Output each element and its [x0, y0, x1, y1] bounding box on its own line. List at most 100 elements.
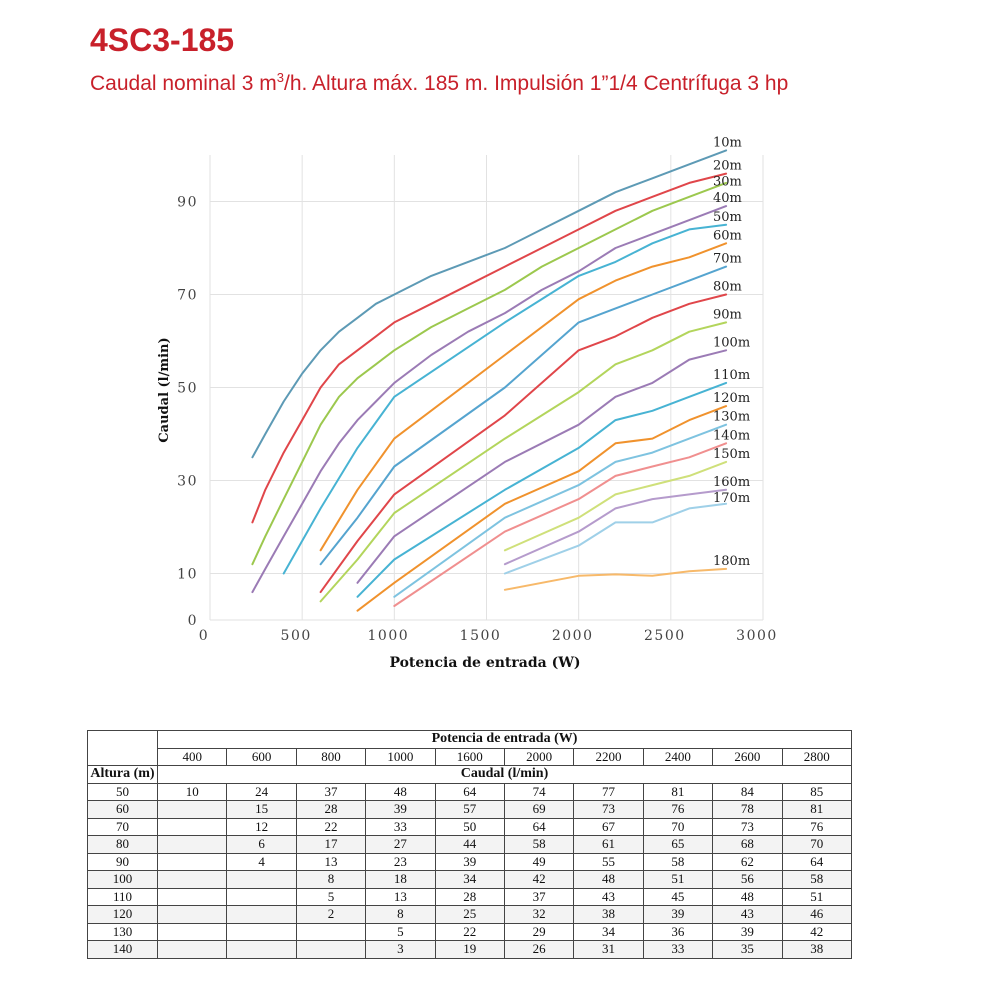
table-cell: 68 [712, 835, 783, 854]
table-cell: 24 [226, 782, 297, 801]
series-label-160m: 160m [713, 475, 750, 490]
table-row: 110 5 13 28 37 43 45 48 51 [87, 887, 853, 906]
table-cell: 42 [503, 870, 575, 889]
series-label-20m: 20m [713, 159, 742, 174]
x-axis-label: Potencia de entrada (W) [389, 655, 580, 671]
series-line-60m [319, 242, 728, 552]
table-cell [156, 940, 228, 959]
table-sub-header-row: Altura (m) Caudal (l/min) [87, 765, 852, 784]
table-cell [156, 852, 228, 871]
performance-table: Potencia de entrada (W) 400 600 800 1000 160… [87, 730, 853, 959]
subtitle-text-start: Caudal nominal 3 m [90, 72, 277, 95]
table-row-altura: 110 [87, 887, 158, 906]
table-cell: 39 [365, 800, 436, 819]
table-cell: 51 [781, 887, 853, 906]
series-label-150m: 150m [713, 447, 750, 462]
table-cell: 76 [781, 817, 853, 836]
table-cell: 58 [503, 835, 575, 854]
table-row-altura: 60 [87, 800, 158, 819]
table-cell: 32 [503, 905, 575, 924]
table-cell: 12 [226, 817, 297, 836]
chart-ticks: 0 500 1000 1500 2000 2500 3000 0 10 30 50 70 90 [177, 195, 778, 645]
x-tick-label: 1000 [368, 628, 410, 644]
table-column-header: 2400 [642, 747, 714, 766]
y-tick-label: 30 [177, 474, 198, 490]
table-cell: 46 [781, 905, 853, 924]
table-cell: 35 [712, 940, 783, 959]
table-column-header: 2000 [503, 747, 575, 766]
table-cell: 48 [712, 887, 783, 906]
table-cell: 50 [434, 817, 505, 836]
table-row: 80 6 17 27 44 58 61 65 68 70 [87, 835, 853, 854]
page-title: 4SC3-185 [90, 22, 235, 58]
table-column-header: 1000 [365, 747, 436, 766]
x-tick-label: 0 [199, 628, 209, 644]
table-cell: 8 [365, 905, 436, 924]
series-line-70m [319, 265, 728, 566]
table-row: 90 4 13 23 39 49 55 58 62 64 [87, 852, 853, 871]
table-cell: 5 [295, 887, 367, 906]
table-cell: 39 [434, 852, 505, 871]
series-label-70m: 70m [713, 252, 742, 267]
table-row: 50 10 24 37 48 64 74 77 81 84 85 [87, 782, 853, 801]
table-cell: 57 [434, 800, 505, 819]
table-cell [226, 905, 297, 924]
table-column-header: 2800 [781, 747, 853, 766]
series-label-110m: 110m [713, 368, 750, 383]
series-line-160m [503, 488, 728, 566]
table-cell: 18 [365, 870, 436, 889]
series-line-140m [393, 442, 728, 607]
table-cell: 17 [295, 835, 367, 854]
table-cell [156, 922, 228, 941]
table-cell: 48 [573, 870, 644, 889]
table-cell: 37 [503, 887, 575, 906]
series-label-60m: 60m [713, 228, 742, 243]
table-cell: 44 [434, 835, 505, 854]
table-corner-cell [87, 730, 158, 766]
table-row-altura: 80 [87, 835, 158, 854]
table-cell: 38 [573, 905, 644, 924]
y-tick-label: 50 [177, 381, 198, 397]
table-cell: 26 [503, 940, 575, 959]
table-cell: 67 [573, 817, 644, 836]
table-cell: 81 [781, 800, 853, 819]
table-cell: 13 [295, 852, 367, 871]
chart-series [251, 149, 728, 612]
series-label-30m: 30m [713, 175, 742, 190]
table-cell: 51 [642, 870, 714, 889]
table-cell: 48 [365, 782, 436, 801]
table-column-header-row: 400 600 800 1000 1600 2000 2200 2400 2600 2800 [88, 747, 853, 766]
table-cell [226, 887, 297, 906]
table-cell: 62 [712, 852, 783, 871]
table-group-header-row: Potencia de entrada (W) [87, 730, 852, 766]
table-cell: 33 [642, 940, 714, 959]
table-cell: 4 [226, 852, 297, 871]
table-sub-header: Caudal (l/min) [157, 765, 852, 784]
table-body: 50 10 24 37 48 64 74 77 81 84 85 60 15 28 39 57 69 73 76 78… [87, 782, 853, 959]
table-cell: 28 [434, 887, 505, 906]
series-label-170m: 170m [713, 491, 750, 506]
series-line-80m [319, 293, 728, 594]
series-line-90m [319, 321, 728, 603]
table-cell: 15 [226, 800, 297, 819]
table-cell: 64 [781, 852, 853, 871]
table-cell [156, 835, 228, 854]
table-cell: 27 [365, 835, 436, 854]
table-cell: 3 [365, 940, 436, 959]
table-cell [156, 817, 228, 836]
table-row: 70 12 22 33 50 64 67 70 73 76 [87, 817, 853, 836]
table-row: 140 3 19 26 31 33 35 38 [87, 940, 853, 959]
table-cell: 6 [226, 835, 297, 854]
table-cell: 58 [642, 852, 714, 871]
table-row-altura: 90 [87, 852, 158, 871]
table-group-header: Potencia de entrada (W) [157, 730, 852, 749]
x-tick-label: 3000 [736, 628, 778, 644]
series-label-100m: 100m [713, 335, 750, 350]
series-line-110m [356, 381, 728, 598]
table-cell: 37 [295, 782, 367, 801]
x-tick-label: 2500 [644, 628, 686, 644]
series-label-50m: 50m [713, 210, 742, 225]
series-label-10m: 10m [713, 135, 742, 150]
